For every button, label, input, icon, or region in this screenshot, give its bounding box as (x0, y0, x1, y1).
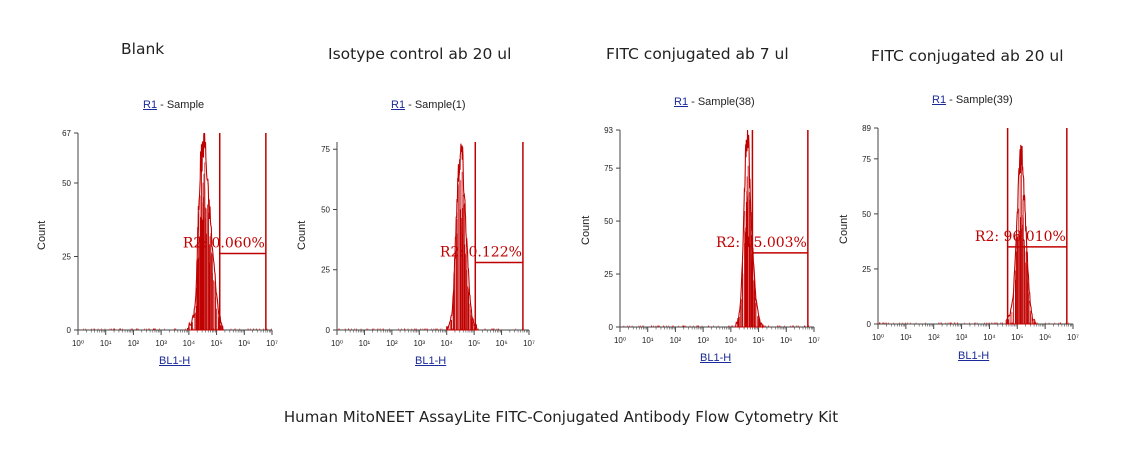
y-tick-label: 0 (867, 320, 872, 329)
x-tick-label: 10¹ (359, 339, 371, 348)
histogram-curve (187, 132, 224, 331)
panel-title-fitc-7ul: FITC conjugated ab 7 ul (606, 45, 789, 63)
x-tick-label: 10⁴ (725, 336, 738, 345)
x-axis-title-link[interactable]: BL1-H (958, 350, 990, 362)
x-tick-label: 10⁷ (523, 339, 535, 348)
y-tick-label: 50 (62, 179, 71, 188)
x-tick-label: 10⁰ (331, 339, 343, 348)
panel-title-isotype: Isotype control ab 20 ul (328, 45, 512, 63)
sample-name: - Sample(38) (688, 96, 755, 108)
x-tick-label: 10² (928, 333, 940, 342)
gate-label: R1 - Sample(39) (932, 94, 1013, 106)
gate-label: R1 - Sample(1) (391, 99, 466, 111)
y-tick-label: 75 (604, 164, 613, 173)
sample-name: - Sample(39) (946, 94, 1013, 106)
x-tick-label: 10⁷ (266, 339, 278, 348)
y-tick-label: 25 (62, 252, 71, 261)
y-tick-label: 0 (326, 326, 331, 335)
histogram-curve (735, 129, 765, 330)
gate-label: R1 - Sample (143, 99, 204, 111)
y-tick-label: 50 (321, 205, 330, 214)
y-tick-label: 89 (862, 124, 871, 133)
x-tick-label: 10³ (155, 339, 167, 348)
sample-name: - Sample (157, 99, 205, 111)
region-label: R2: 96.010% (975, 229, 1066, 245)
sample-name: - Sample(1) (405, 99, 466, 111)
x-tick-label: 10⁰ (614, 336, 626, 345)
y-tick-label: 25 (321, 266, 330, 275)
x-tick-label: 10⁶ (238, 339, 250, 348)
gate-link-r1[interactable]: R1 (932, 94, 947, 106)
x-tick-label: 10⁶ (495, 339, 507, 348)
x-tick-label: 10⁷ (808, 336, 820, 345)
region-label: R2: 15.003% (716, 235, 807, 251)
y-tick-label: 67 (62, 129, 71, 138)
y-tick-label: 75 (862, 155, 871, 164)
x-tick-label: 10² (670, 336, 682, 345)
panel-title-fitc-20ul: FITC conjugated ab 20 ul (871, 47, 1064, 65)
y-tick-label: 50 (604, 217, 613, 226)
histogram-curve (446, 143, 479, 331)
x-tick-label: 10¹ (100, 339, 112, 348)
y-tick-label: 0 (67, 326, 72, 335)
x-tick-label: 10⁵ (210, 339, 222, 348)
x-tick-label: 10⁶ (780, 336, 792, 345)
x-tick-label: 10⁰ (72, 339, 84, 348)
figure-caption: Human MitoNEET AssayLite FITC-Conjugated… (283, 408, 839, 426)
x-tick-label: 10⁵ (468, 339, 480, 348)
x-tick-label: 10⁴ (183, 339, 196, 348)
x-tick-label: 10⁰ (872, 333, 884, 342)
x-axis-title-link[interactable]: BL1-H (415, 355, 447, 367)
gate-link-r1[interactable]: R1 (143, 99, 158, 111)
gate-link-r1[interactable]: R1 (391, 99, 406, 111)
x-axis-title-link[interactable]: BL1-H (159, 355, 191, 367)
y-tick-label: 75 (321, 145, 330, 154)
x-tick-label: 10⁵ (1011, 333, 1023, 342)
x-tick-label: 10¹ (642, 336, 654, 345)
gate-link-r1[interactable]: R1 (674, 96, 689, 108)
x-tick-label: 10³ (956, 333, 968, 342)
region-label: R2: 0.060% (183, 236, 265, 252)
x-tick-label: 10⁶ (1039, 333, 1051, 342)
x-tick-label: 10³ (414, 339, 426, 348)
y-tick-label: 0 (609, 323, 614, 332)
x-tick-label: 10⁷ (1067, 333, 1079, 342)
x-tick-label: 10² (128, 339, 140, 348)
x-tick-label: 10⁵ (752, 336, 764, 345)
y-tick-label: 93 (604, 126, 613, 135)
x-axis-title-link[interactable]: BL1-H (700, 352, 732, 364)
x-tick-label: 10² (386, 339, 398, 348)
x-tick-label: 10¹ (900, 333, 912, 342)
y-tick-label: 25 (604, 270, 613, 279)
y-tick-label: 25 (862, 265, 871, 274)
x-tick-label: 10³ (697, 336, 709, 345)
histogram-curve (1005, 144, 1037, 325)
panel-title-blank: Blank (121, 40, 165, 58)
gate-label: R1 - Sample(38) (674, 96, 755, 108)
x-tick-label: 10⁴ (441, 339, 454, 348)
region-label: R2: 0.122% (440, 245, 522, 261)
y-tick-label: 50 (862, 210, 871, 219)
x-tick-label: 10⁴ (983, 333, 996, 342)
